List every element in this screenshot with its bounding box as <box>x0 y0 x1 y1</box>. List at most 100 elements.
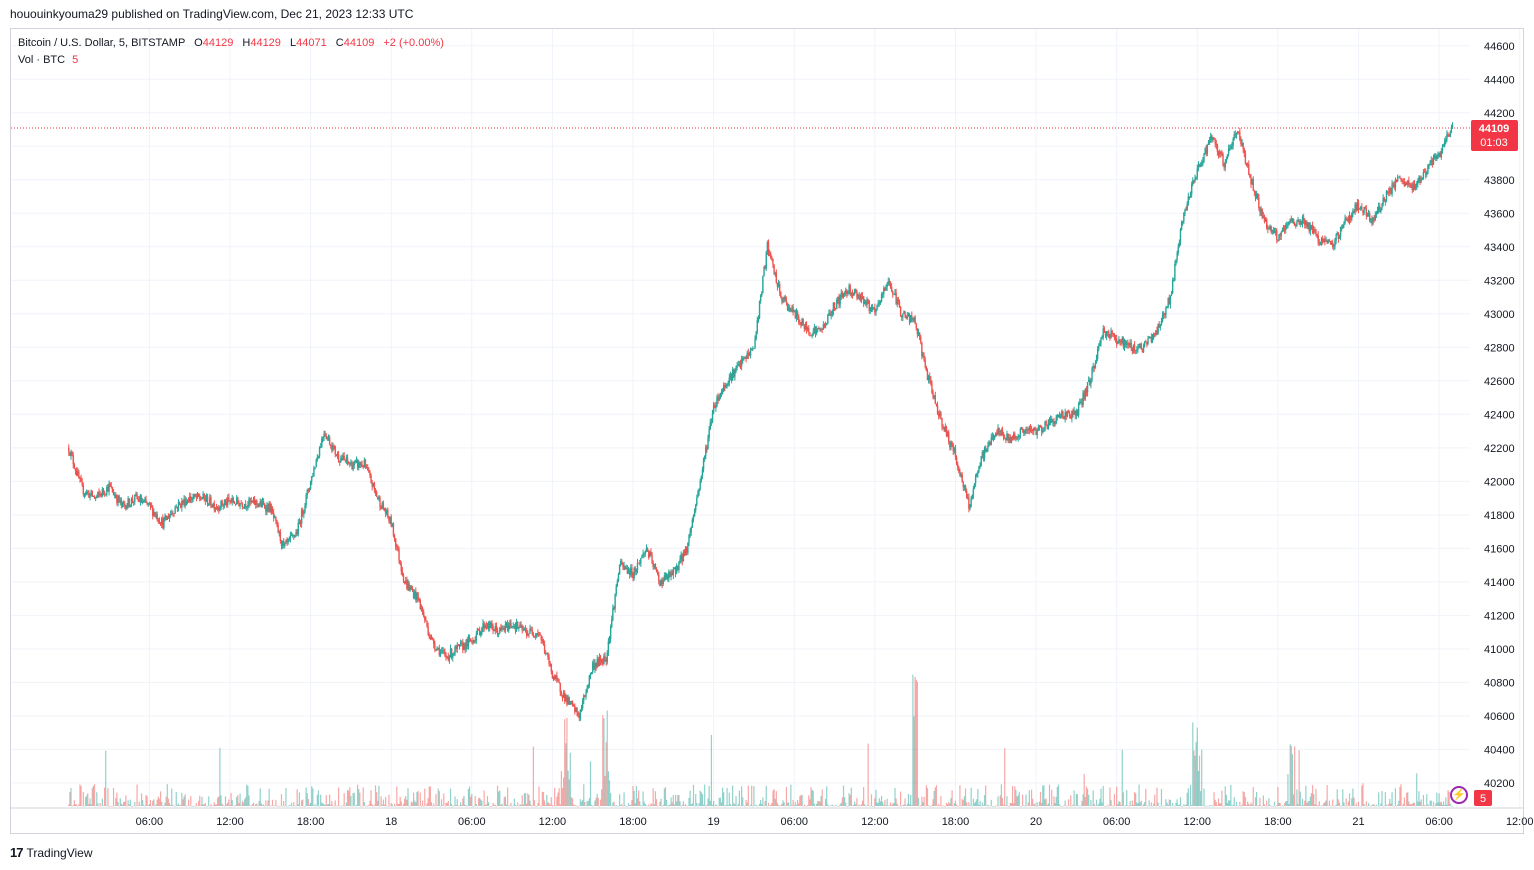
candle-body <box>456 645 458 649</box>
volume-bar <box>114 805 116 807</box>
candle-body <box>524 629 527 632</box>
candle-body <box>1328 240 1331 242</box>
candle-body <box>84 493 87 495</box>
volume-bar <box>1140 800 1142 806</box>
volume-bar <box>706 804 708 806</box>
volume-bar <box>339 805 341 807</box>
volume-bar <box>449 788 452 806</box>
volume-bar <box>613 801 615 806</box>
volume-tag-value: 5 <box>1480 793 1486 805</box>
candle-body <box>719 392 722 398</box>
volume-bar <box>621 803 623 806</box>
candle-body <box>1044 421 1046 431</box>
candle-body <box>800 322 802 326</box>
candle-body <box>431 638 434 640</box>
volume-bar <box>261 804 264 806</box>
volume-bar <box>1082 794 1084 806</box>
candle-body <box>70 452 72 456</box>
candle-body <box>447 656 449 660</box>
volume-bar <box>359 792 361 806</box>
candle-body <box>560 691 563 695</box>
candle-body <box>969 506 971 509</box>
volume-bar <box>1220 803 1222 806</box>
volume-bar <box>199 795 201 806</box>
volume-bar <box>917 798 920 806</box>
volume-bar <box>774 798 776 806</box>
volume-bar <box>1146 805 1148 807</box>
volume-bar <box>455 805 457 806</box>
volume-bar <box>1389 798 1391 806</box>
candle-body <box>162 518 164 528</box>
candle-body <box>1107 331 1109 333</box>
volume-bar <box>1013 803 1015 806</box>
volume-bar <box>1127 805 1129 806</box>
candle-body <box>521 625 523 631</box>
volume-bar <box>1346 805 1348 807</box>
volume-bar <box>437 788 439 806</box>
volume-bar <box>813 803 815 806</box>
y-tick-label: 40200 <box>1484 778 1515 790</box>
volume-bar <box>110 805 112 807</box>
volume-bar <box>368 804 370 806</box>
volume-bar <box>677 795 679 806</box>
volume-bar <box>96 792 98 806</box>
volume-bar <box>425 805 427 807</box>
candle-body <box>1047 420 1050 429</box>
volume-bar <box>371 804 373 806</box>
candle-body <box>324 434 326 437</box>
volume-bar <box>1193 750 1195 806</box>
volume-bar <box>191 805 193 807</box>
volume-bar <box>911 805 913 806</box>
volume-bar <box>970 787 972 806</box>
volume-bar <box>476 805 479 807</box>
volume-bar <box>1345 798 1347 806</box>
volume-bar <box>185 805 187 807</box>
candle-body <box>1385 192 1388 200</box>
volume-bar <box>1439 802 1441 806</box>
candle-body <box>427 626 429 635</box>
candle-body <box>764 267 766 269</box>
volume-bar <box>348 790 350 806</box>
volume-bar <box>213 802 215 806</box>
candle-body <box>838 296 840 305</box>
lightning-icon[interactable]: ⚡ <box>1450 786 1468 804</box>
volume-bar <box>1319 805 1322 807</box>
volume-bar <box>982 805 985 806</box>
volume-bar <box>258 800 260 806</box>
volume-bar <box>1058 804 1061 806</box>
volume-bar <box>913 716 915 806</box>
volume-bar <box>1178 804 1180 806</box>
candle-body <box>962 482 964 488</box>
candle-body <box>393 535 396 539</box>
candle-body <box>967 497 969 499</box>
candle-body <box>1449 132 1451 137</box>
volume-bar <box>257 805 259 807</box>
volume-bar <box>382 799 384 806</box>
candle-body <box>328 437 331 446</box>
volume-bar <box>404 798 406 806</box>
volume-bar <box>726 788 728 806</box>
candle-body <box>118 495 120 502</box>
volume-bar <box>210 804 212 806</box>
volume-bar <box>344 806 346 807</box>
volume-bar <box>218 796 220 806</box>
volume-bar <box>1000 784 1002 806</box>
candle-body <box>786 302 789 311</box>
volume-bar <box>266 805 268 807</box>
candle-body <box>243 504 246 508</box>
volume-bar <box>471 793 473 806</box>
footer-brand[interactable]: 17 TradingView <box>10 845 93 860</box>
volume-bar <box>551 805 554 806</box>
candle-body <box>290 534 293 536</box>
candle-body <box>1430 160 1432 163</box>
candle-body <box>612 608 614 620</box>
volume-bar <box>880 795 883 806</box>
candle-body <box>444 652 446 656</box>
volume-bar <box>1247 801 1249 806</box>
volume-bar <box>960 805 962 807</box>
volume-bar <box>826 786 828 806</box>
volume-bar <box>981 802 983 806</box>
volume-bar <box>700 792 702 806</box>
volume-bar <box>1309 796 1311 806</box>
